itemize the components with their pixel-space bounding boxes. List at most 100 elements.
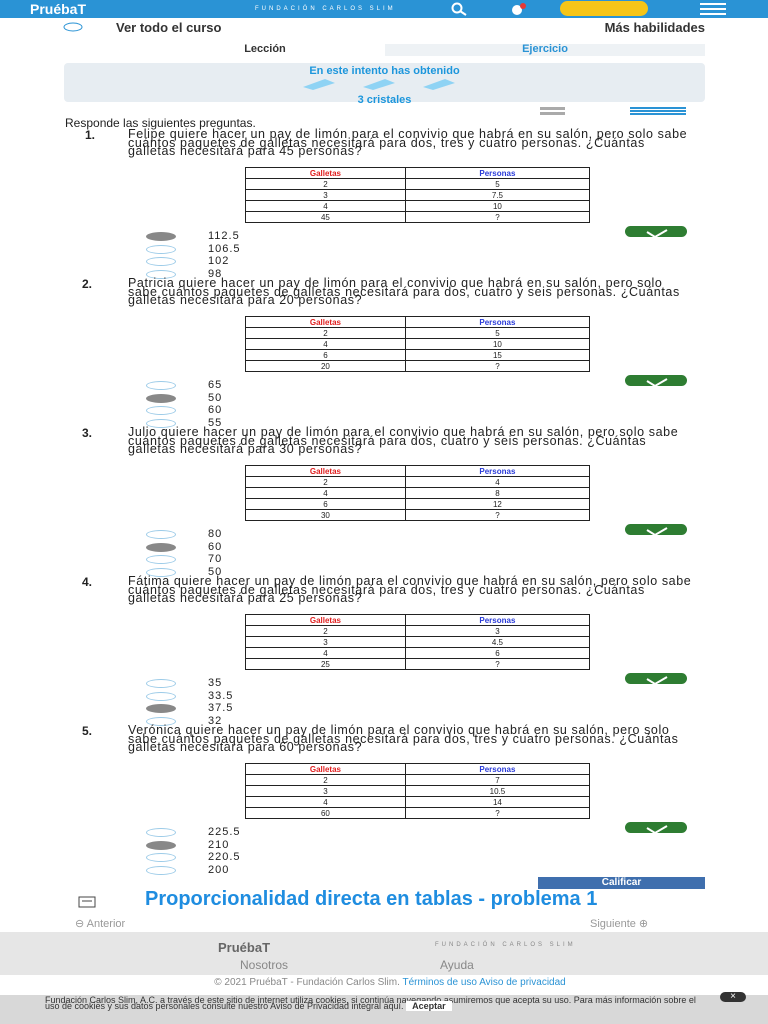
radio-button[interactable]: [146, 555, 176, 564]
instructions: Responde las siguientes preguntas.: [65, 116, 256, 130]
option-label[interactable]: 220.5: [208, 851, 241, 863]
table-cell: ?: [404, 807, 591, 819]
terms-link[interactable]: Términos de uso: [402, 977, 477, 988]
radio-button[interactable]: [146, 530, 176, 539]
option-label[interactable]: 50: [208, 391, 223, 404]
check-mark: [646, 676, 668, 686]
option-label[interactable]: 106.5: [208, 242, 241, 255]
data-table: Galletas Personas 2 5 3 7.5 4 10 45?: [245, 167, 591, 223]
option-label[interactable]: 200: [208, 863, 230, 876]
data-table: Galletas Personas 2 4 4 8 6 12 30?: [245, 465, 591, 521]
radio-button[interactable]: [146, 567, 176, 577]
option-label[interactable]: 112.5: [208, 230, 240, 242]
check-icon: [646, 825, 668, 835]
option-label[interactable]: 98: [208, 267, 223, 280]
next-link[interactable]: Siguiente ⊕: [590, 919, 648, 930]
table-cell: 25: [245, 658, 406, 670]
radio-button[interactable]: [146, 257, 176, 266]
radio-button[interactable]: [146, 232, 176, 241]
table-cell: 2: [245, 625, 406, 637]
question-text: Felipe quiere hacer un pay de limón para…: [128, 127, 688, 158]
menu-icon[interactable]: [700, 3, 726, 15]
table-row: 30?: [245, 509, 591, 521]
table-row: 3 7.5: [245, 189, 591, 201]
table-row: 45?: [245, 211, 591, 223]
option-label[interactable]: 50: [208, 565, 223, 578]
question-number: 2.: [82, 277, 93, 291]
copyright-text: © 2021 PruébaT - Fundación Carlos Slim.: [214, 977, 400, 988]
footer-link[interactable]: Ayuda: [440, 958, 474, 972]
option-label[interactable]: 33.5: [208, 689, 234, 702]
table-cell: 30: [245, 509, 406, 521]
option-label[interactable]: 55: [208, 416, 223, 429]
radio-button[interactable]: [146, 381, 176, 390]
privacy-link[interactable]: Aviso de privacidad: [479, 977, 566, 988]
table-row: 4 10: [245, 338, 591, 350]
radio-button[interactable]: [146, 704, 176, 713]
logo[interactable]: PruébaT: [30, 1, 87, 17]
radio-button[interactable]: [146, 716, 176, 726]
table-cell: 6: [245, 498, 406, 510]
question-text: Fátima quiere hacer un pay de limón para…: [128, 574, 692, 605]
table-cell: 10.5: [404, 785, 591, 797]
user-menu[interactable]: [560, 1, 648, 16]
search-icon[interactable]: [448, 2, 470, 16]
correct-badge: [625, 226, 687, 239]
table-cell: 7.5: [404, 189, 591, 201]
option-label[interactable]: 35: [208, 677, 223, 689]
lesson-title[interactable]: Proporcionalidad directa en tablas - pro…: [145, 888, 598, 910]
view-toggle[interactable]: [538, 106, 688, 116]
table-header: Personas: [404, 167, 591, 179]
result-line: 3 cristales: [357, 94, 412, 106]
option-label[interactable]: 60: [208, 404, 223, 416]
table-cell: ?: [404, 658, 591, 670]
correct-badge: [625, 673, 687, 686]
lesson-tab[interactable]: Lección: [244, 43, 286, 55]
radio-button[interactable]: [146, 679, 176, 688]
radio-button[interactable]: [146, 828, 176, 837]
more-link[interactable]: Más habilidades: [604, 20, 705, 35]
back-icon: [63, 22, 83, 32]
radio-button[interactable]: [146, 406, 176, 415]
prev-link[interactable]: ⊖ Anterior: [75, 918, 126, 930]
radio-button[interactable]: [146, 269, 176, 279]
accept-button[interactable]: Aceptar: [406, 1001, 452, 1011]
notification-icon[interactable]: [504, 2, 530, 16]
option-label[interactable]: 32: [208, 714, 223, 727]
submit-button[interactable]: Calificar: [538, 877, 705, 889]
radio-button[interactable]: [146, 418, 176, 428]
radio-button[interactable]: [146, 853, 176, 862]
option-label[interactable]: 102: [208, 255, 230, 267]
radio-button[interactable]: [146, 865, 176, 875]
cookie-message: Fundación Carlos Slim, A.C. a través de …: [45, 995, 696, 1011]
option-label[interactable]: 37.5: [208, 702, 234, 714]
table-row: 4 10: [245, 200, 591, 212]
table-cell: 4: [245, 338, 406, 350]
result-line: En este intento has obtenido: [309, 65, 460, 77]
radio-button[interactable]: [146, 244, 176, 254]
table-row: 60?: [245, 807, 591, 819]
radio-button[interactable]: [146, 691, 176, 701]
option-label[interactable]: 70: [208, 553, 223, 565]
prev-text: Anterior: [86, 918, 126, 930]
radio-button[interactable]: [146, 393, 176, 403]
table-cell: ?: [404, 211, 591, 223]
question-number: 3.: [82, 426, 93, 440]
table-cell: ?: [404, 360, 591, 372]
option-label[interactable]: 80: [208, 528, 223, 540]
exercise-tab[interactable]: Ejercicio: [385, 44, 705, 56]
footer-link[interactable]: Nosotros: [240, 958, 289, 972]
radio-button[interactable]: [146, 840, 176, 850]
radio-button[interactable]: [146, 542, 176, 552]
option-label[interactable]: 60: [208, 540, 223, 553]
table-cell: 12: [404, 498, 591, 510]
option-label[interactable]: 210: [208, 838, 230, 851]
table-header: Galletas: [245, 614, 406, 626]
option-label[interactable]: 225.5: [208, 826, 241, 838]
close-cookie[interactable]: ×: [720, 992, 746, 1002]
option-label[interactable]: 65: [208, 379, 223, 391]
back-link[interactable]: Ver todo el curso: [66, 21, 246, 34]
